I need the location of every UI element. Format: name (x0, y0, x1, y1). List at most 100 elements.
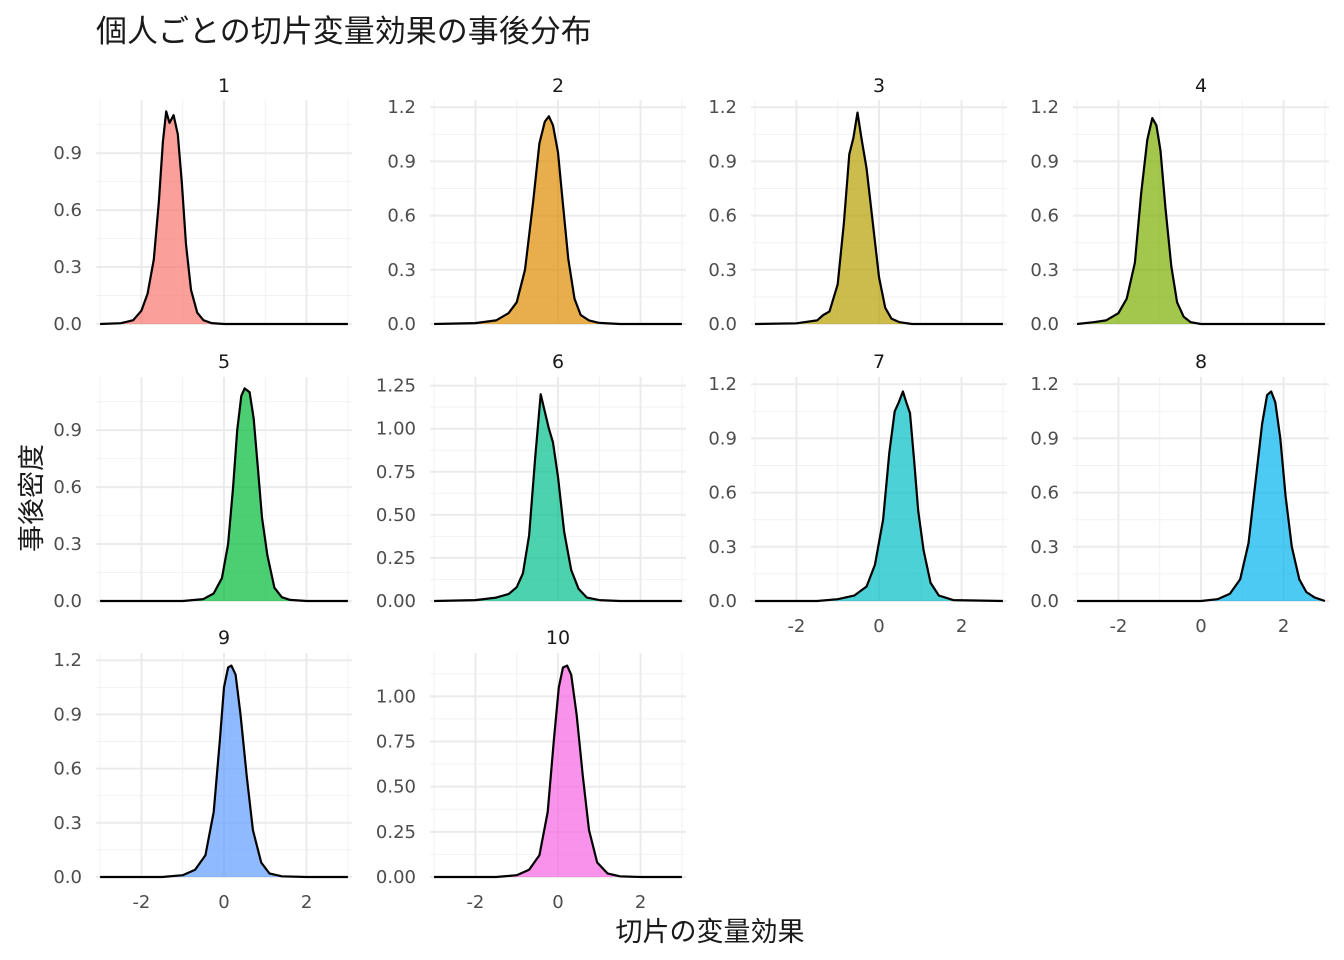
y-tick-label: 0.6 (387, 206, 416, 227)
y-tick-label: 0.6 (708, 206, 737, 227)
y-tick-label: 1.2 (1030, 374, 1059, 395)
facet-strip-label: 3 (873, 75, 885, 97)
x-tick-label: 2 (301, 892, 312, 913)
facet-panel-8: 0.0 0.3 0.6 0.9 1.2 8 -2 0 2 (1030, 351, 1329, 637)
y-tick-label: 0.0 (708, 591, 737, 612)
y-tick-label: 0.0 (53, 314, 82, 335)
y-tick-label: 1.2 (53, 650, 82, 671)
y-tick-label: 1.2 (708, 97, 737, 118)
y-tick-label: 0.0 (708, 314, 737, 335)
density-area (434, 665, 682, 877)
y-tick-label: 0.0 (1030, 591, 1059, 612)
y-tick-label: 0.9 (53, 420, 82, 441)
chart-title: 個人ごとの切片変量効果の事後分布 (96, 14, 592, 50)
x-tick-label: 0 (218, 892, 229, 913)
x-tick-label: 0 (873, 616, 884, 637)
x-tick-label: 0 (1195, 616, 1206, 637)
y-tick-label: 0.9 (1030, 428, 1059, 449)
y-tick-label: 0.3 (53, 257, 82, 278)
density-curve (755, 390, 1003, 603)
x-axis-label: 切片の変量効果 (615, 917, 805, 948)
y-tick-label: 0.9 (708, 428, 737, 449)
y-tick-label: 0.3 (53, 534, 82, 555)
y-tick-label: 0.3 (53, 813, 82, 834)
x-tick-label: -2 (1109, 616, 1127, 637)
facet-panel-6: 0.00 0.25 0.50 0.75 1.00 1.25 6 (376, 351, 686, 612)
x-tick-label: 2 (1278, 616, 1289, 637)
density-curve (1076, 117, 1325, 326)
density-curve (434, 664, 682, 879)
facet-strip-label: 4 (1195, 75, 1207, 97)
y-tick-label: 0.9 (53, 704, 82, 725)
density-area (755, 391, 1003, 601)
y-tick-label: 0.3 (387, 260, 416, 281)
y-tick-label: 1.2 (1030, 97, 1059, 118)
y-tick-label: 0.3 (1030, 260, 1059, 281)
facet-panel-5: 0.0 0.3 0.6 0.9 5 (53, 351, 352, 612)
density-curve (100, 110, 348, 326)
x-tick-label: 2 (635, 892, 646, 913)
x-tick-label: -2 (132, 892, 150, 913)
y-tick-label: 0.9 (387, 151, 416, 172)
y-tick-label: 0.3 (708, 260, 737, 281)
y-tick-label: 0.00 (376, 591, 416, 612)
facet-strip-label: 10 (546, 627, 570, 649)
facet-strip-label: 1 (218, 75, 230, 97)
y-tick-label: 0.75 (376, 732, 416, 753)
density-area (434, 116, 682, 324)
y-tick-label: 1.00 (376, 686, 416, 707)
x-tick-label: 2 (956, 616, 967, 637)
facet-panel-1: 0.0 0.3 0.6 0.9 1 (53, 75, 352, 335)
y-tick-label: 0.0 (53, 591, 82, 612)
y-axis-label: 事後密度 (17, 444, 48, 552)
facet-strip-label: 8 (1195, 351, 1207, 373)
y-tick-label: 1.2 (387, 97, 416, 118)
density-curve (1077, 390, 1326, 603)
y-tick-label: 0.6 (53, 477, 82, 498)
x-tick-label: -2 (466, 892, 484, 913)
y-tick-label: 1.2 (708, 374, 737, 395)
x-tick-label: -2 (787, 616, 805, 637)
y-tick-label: 0.0 (387, 314, 416, 335)
y-tick-label: 0.6 (1030, 483, 1059, 504)
density-area (100, 665, 348, 877)
density-curve (434, 115, 682, 326)
facet-panel-7: 0.0 0.3 0.6 0.9 1.2 7 -2 0 2 (708, 351, 1007, 637)
density-curve (434, 393, 682, 603)
y-tick-label: 0.9 (53, 143, 82, 164)
facet-strip-label: 6 (552, 351, 564, 373)
y-tick-label: 0.9 (708, 151, 737, 172)
y-tick-label: 0.75 (376, 462, 416, 483)
y-tick-label: 1.00 (376, 419, 416, 440)
facet-panel-3: 0.0 0.3 0.6 0.9 1.2 3 (708, 75, 1007, 335)
density-curve (100, 664, 348, 879)
y-tick-label: 1.25 (376, 376, 416, 397)
y-tick-label: 0.6 (1030, 206, 1059, 227)
facet-panel-9: 0.0 0.3 0.6 0.9 1.2 9 -2 0 2 (53, 627, 352, 913)
x-tick-label: 0 (552, 892, 563, 913)
y-tick-label: 0.6 (53, 200, 82, 221)
y-tick-label: 0.6 (708, 483, 737, 504)
y-tick-label: 0.9 (1030, 151, 1059, 172)
density-curve (755, 111, 1003, 326)
y-tick-label: 0.0 (53, 867, 82, 888)
facet-strip-label: 2 (552, 75, 564, 97)
density-area (434, 394, 682, 601)
facet-panel-4: 0.0 0.3 0.6 0.9 1.2 4 (1030, 75, 1329, 335)
facet-panel-10: 0.00 0.25 0.50 0.75 1.00 10 -2 0 2 (376, 627, 686, 913)
y-tick-label: 0.25 (376, 548, 416, 569)
facet-strip-label: 5 (218, 351, 230, 373)
y-tick-label: 0.00 (376, 867, 416, 888)
y-tick-label: 0.3 (708, 537, 737, 558)
y-tick-label: 0.0 (1030, 314, 1059, 335)
facet-strip-label: 9 (218, 627, 230, 649)
density-curve (100, 387, 348, 603)
y-tick-label: 0.50 (376, 777, 416, 798)
y-tick-label: 0.6 (53, 759, 82, 780)
y-tick-label: 0.3 (1030, 537, 1059, 558)
facet-strip-label: 7 (873, 351, 885, 373)
y-tick-label: 0.50 (376, 505, 416, 526)
y-tick-label: 0.25 (376, 822, 416, 843)
density-area (1077, 118, 1325, 324)
